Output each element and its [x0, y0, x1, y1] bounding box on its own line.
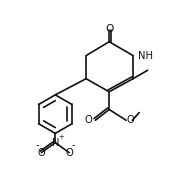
- Text: N: N: [52, 138, 59, 148]
- Text: O: O: [105, 24, 113, 34]
- Text: O: O: [127, 115, 135, 125]
- Text: -: -: [71, 140, 75, 150]
- Text: -: -: [36, 140, 39, 150]
- Text: O: O: [65, 148, 73, 158]
- Text: O: O: [85, 115, 92, 125]
- Text: +: +: [58, 134, 64, 140]
- Text: NH: NH: [139, 51, 153, 61]
- Text: O: O: [38, 148, 45, 158]
